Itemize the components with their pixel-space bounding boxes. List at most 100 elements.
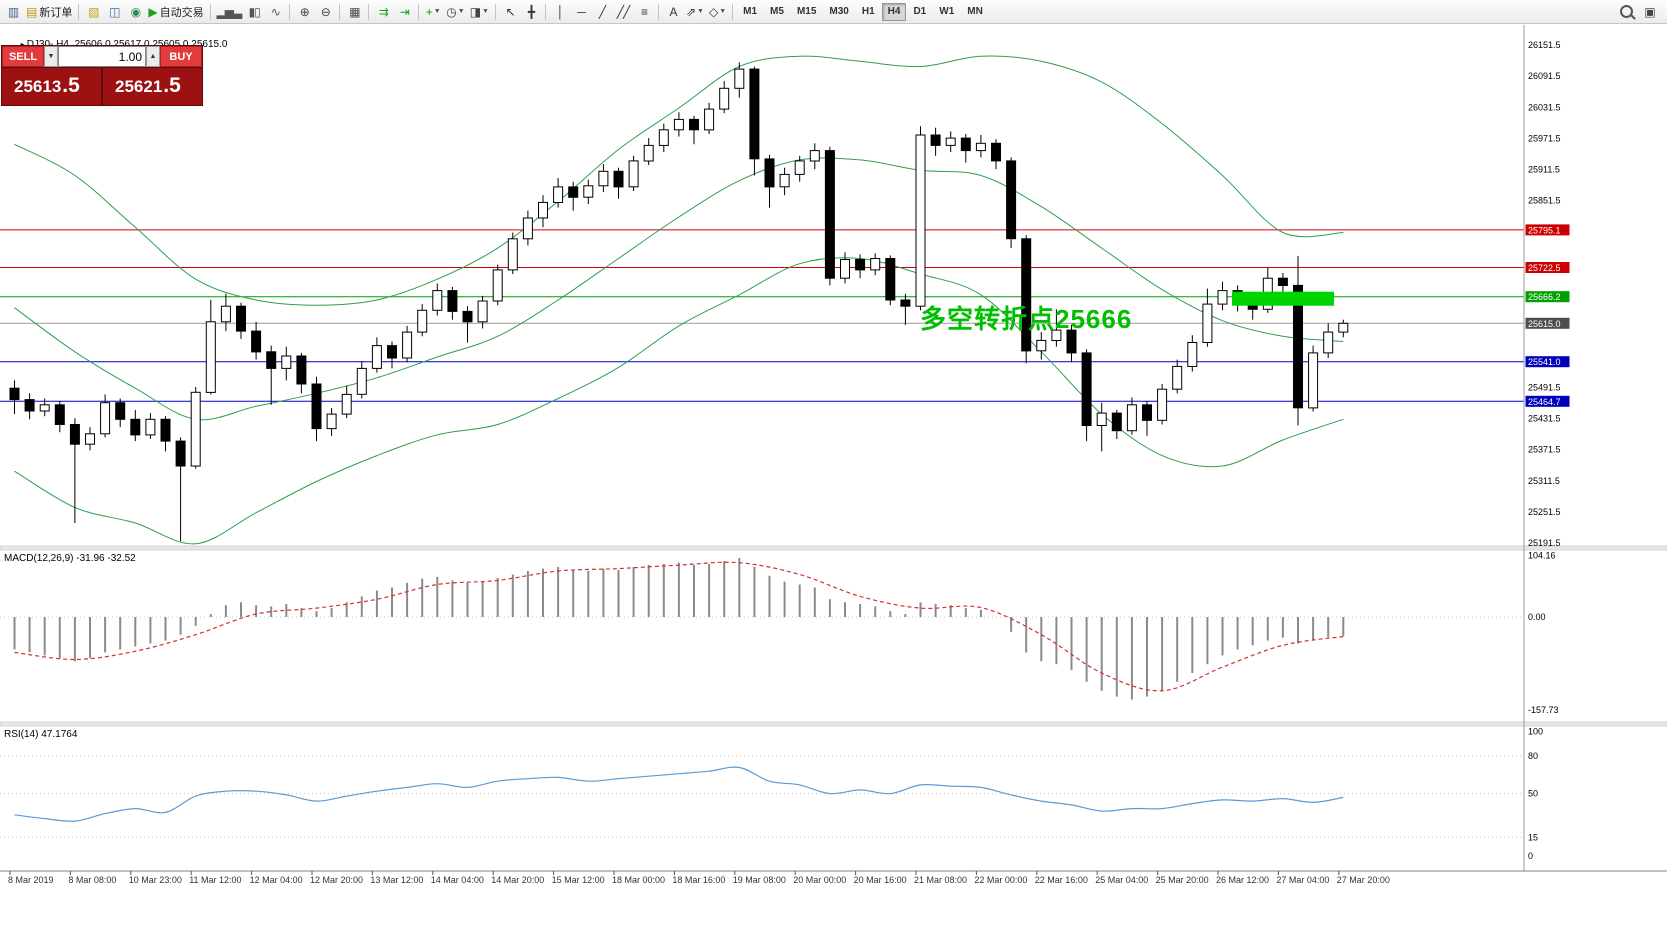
fibonacci-button[interactable]: ≡ <box>634 2 654 22</box>
horizontal-line-button[interactable]: ─ <box>571 2 591 22</box>
shapes-button[interactable]: ◇ ▼ <box>707 2 728 22</box>
new-order-button-label: 新订单 <box>39 6 73 19</box>
price-axis-labels: 26151.5 26091.5 26031.5 25971.5 25911.5 25851… <box>1525 40 1570 548</box>
main-toolbar: ▥ ▤ 新订单 ▧ ◫ ◉ ▶ 自动交易 ▂▅▃ ▮▯ ∿ ⊕ ⊖ ▦ ⇉ ⇥ + ▼ ◷ ▼ ◨ ▼ ↖ ╋ │ ─ ╱ ╱╱ ≡ A ⇗… <box>0 0 1667 24</box>
crosshair-button[interactable]: ╋ <box>521 2 541 22</box>
text-button[interactable]: A <box>663 2 683 22</box>
lot-decrease-button[interactable]: ▼ <box>44 46 58 67</box>
candle-body <box>85 433 95 445</box>
panel-separator[interactable] <box>0 545 1667 551</box>
trendline-icon: ╱ <box>598 4 606 19</box>
profiles-button[interactable]: ◫ <box>104 2 124 22</box>
lot-size-input[interactable] <box>58 46 146 67</box>
turning-point-highlight[interactable] <box>1232 291 1334 306</box>
tile-windows-icon: ▦ <box>349 4 360 19</box>
time-axis-label: 14 Mar 20:00 <box>491 875 544 885</box>
candle-body <box>356 367 367 395</box>
candle-body <box>1111 412 1122 432</box>
sell-button[interactable]: SELL <box>2 46 44 67</box>
candle-body <box>945 137 956 146</box>
chart-shift-button[interactable]: ⇥ <box>394 2 414 22</box>
arrows-button[interactable]: ⇗ ▼ <box>684 2 706 22</box>
candle-body <box>69 424 80 445</box>
indicators-button: + <box>425 4 433 19</box>
zoom-out-button[interactable]: ⊖ <box>315 2 335 22</box>
zoom-in-button[interactable]: ⊕ <box>294 2 314 22</box>
time-axis-label: 27 Mar 04:00 <box>1276 875 1329 885</box>
timeframe-h1-button[interactable]: H1 <box>856 3 881 21</box>
tile-windows-button[interactable]: ▦ <box>344 2 364 22</box>
vertical-line-button[interactable]: │ <box>550 2 570 22</box>
timeframe-mn-button[interactable]: MN <box>961 3 989 21</box>
timeframe-d1-button[interactable]: D1 <box>907 3 932 21</box>
zoom-in-icon: ⊕ <box>299 4 310 19</box>
horizontal-line-icon: ─ <box>577 4 585 19</box>
timeframe-m5-button[interactable]: M5 <box>764 3 790 21</box>
chart-window-icon: ▥ <box>7 4 19 19</box>
axes <box>0 25 1667 872</box>
panel-separator[interactable] <box>0 721 1667 727</box>
bar-chart-button[interactable]: ▂▅▃ <box>215 2 244 22</box>
templates-button[interactable]: ◨ ▼ <box>468 2 491 22</box>
search-button[interactable] <box>1616 2 1636 22</box>
buy-price[interactable]: 25621.5 <box>103 68 202 105</box>
new-order-button[interactable]: ▤ 新订单 <box>24 2 74 22</box>
candle-body <box>220 305 231 323</box>
candle-body <box>719 87 730 110</box>
chart-list-button[interactable]: ▣ <box>1640 2 1660 22</box>
toolbar-separator <box>78 3 80 20</box>
bollinger-bands <box>14 55 1344 545</box>
level-price-badge <box>1525 224 1570 236</box>
candle-body <box>583 185 594 198</box>
time-axis-label: 18 Mar 16:00 <box>672 875 725 885</box>
buy-button[interactable]: BUY <box>160 46 202 67</box>
auto-scroll-button[interactable]: ⇉ <box>373 2 393 22</box>
periods-button[interactable]: ◷ ▼ <box>444 2 466 22</box>
chart-window-button[interactable]: ▥ <box>3 2 23 22</box>
templates-button: ◨ <box>469 4 481 19</box>
profiles-icon: ◫ <box>109 4 120 19</box>
candle-body <box>160 418 171 442</box>
candle-body <box>689 118 699 131</box>
sell-price[interactable]: 25613.5 <box>2 68 101 105</box>
metaeditor-button[interactable]: ◉ <box>125 2 145 22</box>
toolbar-separator <box>339 3 341 20</box>
channel-button[interactable]: ╱╱ <box>613 2 633 22</box>
new-chart-button[interactable]: ▧ <box>83 2 103 22</box>
time-axis-label: 21 Mar 08:00 <box>914 875 967 885</box>
timeframe-m15-button[interactable]: M15 <box>791 3 822 21</box>
trendline-button[interactable]: ╱ <box>592 2 612 22</box>
candle-body <box>417 309 428 333</box>
lot-increase-button[interactable]: ▲ <box>146 46 160 67</box>
candle-body <box>492 269 503 302</box>
bollinger-middle-band <box>14 157 1344 421</box>
price-level-lines <box>0 229 1524 402</box>
time-axis-label: 25 Mar 04:00 <box>1095 875 1148 885</box>
candle-body <box>100 402 111 435</box>
indicators-button[interactable]: + ▼ <box>423 2 443 22</box>
price-chart-canvas[interactable]: 26151.5 26091.5 26031.5 25971.5 25911.5 25851… <box>0 25 1667 945</box>
timeframe-m30-button[interactable]: M30 <box>823 3 854 21</box>
macd-axis-label: -157.73 <box>1528 705 1559 715</box>
autotrading-button[interactable]: ▶ 自动交易 <box>146 2 205 22</box>
candlestick-chart-button[interactable]: ▮▯ <box>244 2 264 22</box>
candle-body <box>749 68 760 160</box>
timeframe-m1-button[interactable]: M1 <box>737 3 763 21</box>
candle-body <box>145 418 156 436</box>
line-chart-button[interactable]: ∿ <box>265 2 285 22</box>
cursor-icon: ↖ <box>505 4 515 19</box>
candle-body <box>341 393 352 415</box>
chart-shift-icon: ⇥ <box>399 4 410 19</box>
rsi-line <box>14 766 1344 822</box>
price-axis-label: 26151.5 <box>1528 40 1561 50</box>
candle-body <box>794 160 805 175</box>
timeframe-w1-button[interactable]: W1 <box>933 3 960 21</box>
price-axis-label: 25431.5 <box>1528 414 1561 424</box>
price-axis-label: 25971.5 <box>1528 133 1561 143</box>
cursor-button[interactable]: ↖ <box>500 2 520 22</box>
time-axis-label: 26 Mar 12:00 <box>1216 875 1269 885</box>
candle-body <box>704 108 715 131</box>
timeframe-h4-button[interactable]: H4 <box>881 2 907 21</box>
level-price-badge-text: 25541.0 <box>1528 357 1561 367</box>
